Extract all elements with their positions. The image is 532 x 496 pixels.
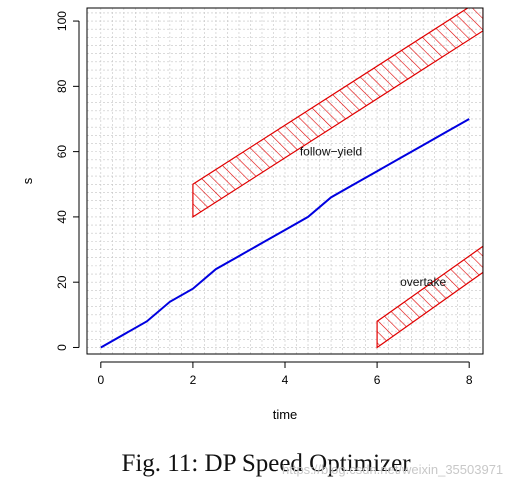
- y-tick-label: 100: [55, 11, 69, 31]
- y-tick-label: 80: [55, 79, 69, 93]
- x-axis-label: time: [273, 407, 298, 422]
- region-0-area: [192, 8, 483, 219]
- x-tick-label: 6: [374, 373, 381, 387]
- region-labels: follow−yield overtake: [300, 145, 447, 290]
- y-tick-label: 20: [55, 275, 69, 289]
- y-tick-label: 0: [55, 344, 69, 351]
- plot-frame: [86, 7, 484, 355]
- series-lines: [100, 118, 470, 349]
- y-axis-label: s: [20, 177, 35, 184]
- hatched-regions: [192, 8, 483, 349]
- region-0-label: follow−yield: [300, 145, 362, 159]
- x-tick-label: 0: [97, 373, 104, 387]
- watermark: https://blog.csdn.net/weixin_35503971: [282, 462, 504, 477]
- y-tick-label: 40: [55, 210, 69, 224]
- figure-caption: Fig. 11: DP Speed Optimizer: [121, 450, 411, 477]
- region-1-area: [376, 245, 483, 349]
- x-tick-label: 8: [466, 373, 473, 387]
- y-tick-label: 60: [55, 145, 69, 159]
- x-tick-label: 2: [190, 373, 197, 387]
- x-tick-label: 4: [282, 373, 289, 387]
- series-0-line: [100, 118, 470, 349]
- region-1-label: overtake: [400, 275, 446, 289]
